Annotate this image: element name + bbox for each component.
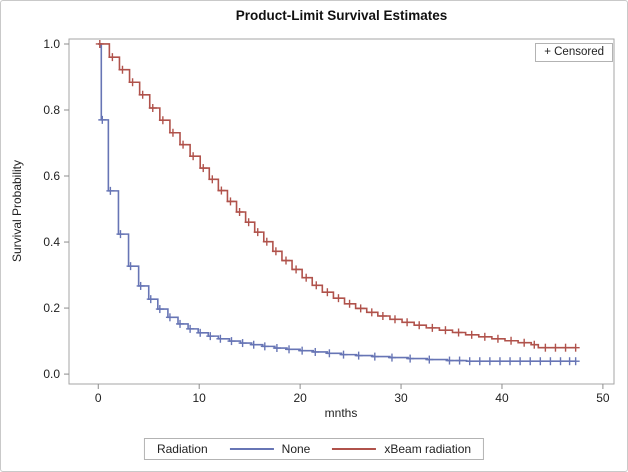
y-tick-label: 0.0 (43, 367, 60, 381)
x-axis-title: mnths (324, 406, 358, 420)
x-tick-label: 10 (193, 391, 207, 405)
y-tick-label: 0.6 (43, 169, 60, 183)
y-tick-label: 0.8 (43, 103, 60, 117)
legend-line-xbeam (332, 448, 377, 450)
x-tick-label: 30 (394, 391, 408, 405)
legend: Radiation None xBeam radiation (143, 438, 485, 460)
legend-line-none (229, 448, 274, 450)
x-tick-label: 50 (596, 391, 610, 405)
legend-label-none: None (281, 442, 311, 456)
y-tick-label: 1.0 (43, 37, 60, 51)
censored-label: + Censored (544, 46, 604, 58)
y-tick-label: 0.2 (43, 301, 60, 315)
censor-marks-none (98, 115, 580, 366)
legend-title: Radiation (156, 442, 208, 456)
plot-frame (68, 38, 615, 385)
x-tick-label: 0 (95, 391, 102, 405)
x-tick-label: 20 (293, 391, 307, 405)
censor-marks-xbeam-radiation (95, 39, 580, 352)
censored-legend-box: + Censored (535, 43, 613, 62)
chart-title: Product-Limit Survival Estimates (235, 8, 448, 23)
survival-curve-xbeam-radiation (98, 43, 576, 349)
legend-label-xbeam: xBeam radiation (384, 442, 472, 456)
x-tick-label: 40 (495, 391, 509, 405)
y-tick-label: 0.4 (43, 235, 60, 249)
